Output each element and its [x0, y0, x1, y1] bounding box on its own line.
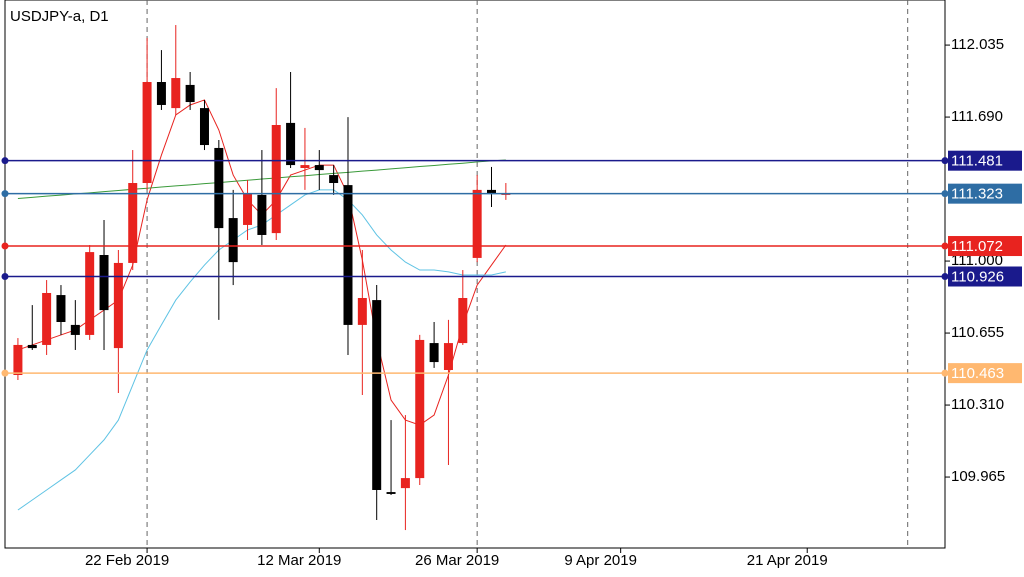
y-tick-label: 110.655 [951, 324, 1004, 341]
candle-body [372, 300, 382, 490]
x-tick-label: 26 Mar 2019 [415, 552, 499, 569]
candle-body [415, 339, 425, 479]
line-handle [941, 157, 949, 165]
line-handle [1, 190, 9, 198]
candle-body [458, 297, 468, 344]
candle-body [156, 82, 166, 105]
candle-body [314, 165, 324, 171]
line-handle [1, 157, 9, 165]
candle-body [142, 82, 152, 184]
candle-body [300, 165, 310, 168]
x-tick-label: 21 Apr 2019 [747, 552, 828, 569]
candle-body [56, 295, 66, 322]
price-label-box [948, 266, 1022, 287]
candle-body [171, 78, 181, 109]
y-tick-label: 110.310 [951, 396, 1004, 413]
y-tick-label: 109.965 [951, 468, 1005, 485]
price-label: 111.323 [951, 186, 1003, 203]
price-label-box [948, 150, 1022, 171]
y-tick-label: 111.000 [951, 252, 1003, 269]
candle-body [243, 193, 253, 225]
line-handle [941, 242, 949, 250]
line-handle [1, 369, 9, 377]
y-tick-label: 111.690 [951, 108, 1003, 125]
line-handle [941, 369, 949, 377]
candle-body [487, 189, 497, 194]
line-handle [1, 273, 9, 281]
candle-body [400, 478, 410, 489]
x-tick-label: 22 Feb 2019 [85, 552, 169, 569]
candle-body [343, 185, 353, 325]
price-label-box [948, 183, 1022, 204]
candle-body [99, 255, 109, 311]
candle-body [386, 492, 396, 494]
candle-body [199, 108, 209, 146]
chart-title: USDJPY-a, D1 [10, 8, 109, 25]
line-handle [941, 190, 949, 198]
candle-body [42, 292, 52, 345]
candle-body [13, 344, 23, 376]
x-tick-label: 9 Apr 2019 [564, 552, 637, 569]
candle-body [70, 324, 80, 335]
candle-body [113, 262, 123, 349]
price-label: 110.926 [951, 268, 1004, 285]
line-handle [941, 273, 949, 281]
price-label: 110.463 [951, 365, 1004, 382]
price-label-box [948, 363, 1022, 384]
candle-body [185, 84, 195, 103]
candle-body [257, 194, 267, 235]
price-label: 111.072 [951, 238, 1003, 255]
candle-body [85, 252, 95, 335]
y-tick-label: 112.035 [951, 36, 1004, 53]
candle-body [271, 125, 281, 234]
candle-body [357, 297, 367, 325]
candle-body [228, 218, 238, 263]
x-tick-label: 12 Mar 2019 [257, 552, 341, 569]
candle-body [128, 183, 138, 263]
candle-body [443, 343, 453, 370]
candle-body [472, 189, 482, 258]
candle-body [214, 147, 224, 229]
price-label: 111.481 [951, 153, 1003, 170]
line-handle [1, 242, 9, 250]
candle-body [286, 122, 296, 166]
candle-body [429, 343, 439, 363]
price-label-box [948, 236, 1022, 257]
candle-body [27, 344, 37, 349]
candle-body [329, 175, 339, 184]
